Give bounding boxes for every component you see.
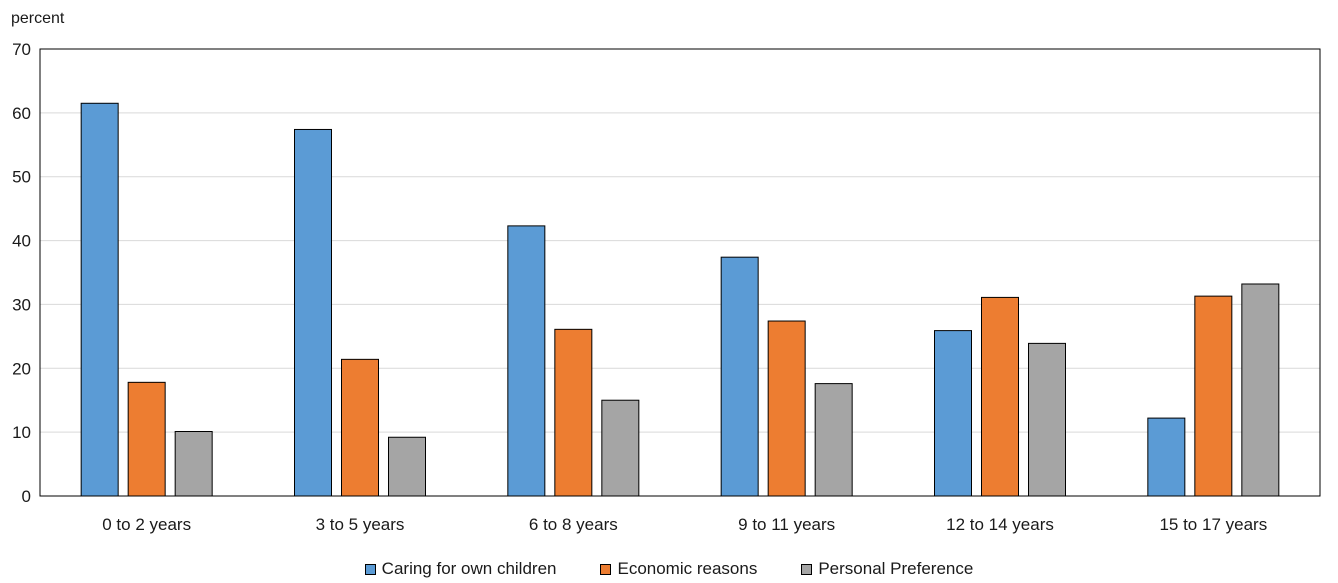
y-axis-ticks: 0 10 20 30 40 50 60 70 bbox=[12, 40, 31, 506]
legend-label: Economic reasons bbox=[617, 559, 758, 578]
bar-chart: percent 0 10 20 30 40 50 60 70 0 to 2 years 3 to… bbox=[11, 10, 1321, 534]
bar bbox=[767, 320, 806, 497]
legend: Caring for own children Economic reasons P… bbox=[0, 558, 1338, 580]
x-tick-label: 6 to 8 years bbox=[529, 515, 618, 534]
legend-swatch bbox=[801, 563, 813, 575]
bar bbox=[1194, 295, 1233, 497]
x-tick-label: 0 to 2 years bbox=[102, 515, 191, 534]
bar bbox=[934, 330, 972, 497]
bar bbox=[174, 431, 213, 497]
y-tick-label: 0 bbox=[22, 487, 31, 506]
legend-swatch bbox=[600, 563, 612, 575]
bar bbox=[1147, 417, 1186, 497]
bar bbox=[1028, 342, 1066, 497]
y-tick-label: 30 bbox=[12, 295, 31, 314]
x-axis-ticks: 0 to 2 years 3 to 5 years 6 to 8 years 9 to… bbox=[102, 515, 1267, 534]
bar bbox=[981, 296, 1019, 497]
bar bbox=[388, 436, 426, 497]
legend-item: Economic reasons bbox=[600, 559, 757, 579]
legend-item: Caring for own children bbox=[364, 559, 557, 579]
y-tick-label: 60 bbox=[12, 104, 31, 123]
bar bbox=[554, 328, 593, 497]
bar bbox=[814, 383, 853, 497]
plot-area-frame bbox=[39, 48, 1321, 497]
bar bbox=[127, 381, 166, 497]
legend-label: Caring for own children bbox=[381, 559, 557, 578]
x-tick-label: 15 to 17 years bbox=[1159, 515, 1267, 534]
gridlines bbox=[40, 112, 1320, 433]
x-tick-label: 12 to 14 years bbox=[946, 515, 1054, 534]
bar bbox=[601, 399, 640, 497]
bar bbox=[80, 102, 119, 497]
bar bbox=[341, 358, 379, 497]
bar bbox=[720, 256, 759, 497]
y-tick-label: 40 bbox=[12, 232, 31, 251]
bar bbox=[294, 128, 332, 497]
bar bbox=[507, 225, 546, 497]
legend-item: Personal Preference bbox=[801, 559, 973, 579]
legend-label: Personal Preference bbox=[818, 559, 974, 578]
y-tick-label: 50 bbox=[12, 168, 31, 187]
bar bbox=[1241, 283, 1280, 497]
x-tick-label: 3 to 5 years bbox=[316, 515, 405, 534]
x-tick-label: 9 to 11 years bbox=[738, 515, 835, 534]
y-tick-label: 10 bbox=[12, 423, 31, 442]
y-tick-label: 70 bbox=[12, 40, 31, 59]
y-tick-label: 20 bbox=[12, 359, 31, 378]
legend-swatch bbox=[364, 563, 376, 575]
y-axis-unit-label: percent bbox=[11, 10, 65, 27]
bars bbox=[80, 102, 1280, 497]
